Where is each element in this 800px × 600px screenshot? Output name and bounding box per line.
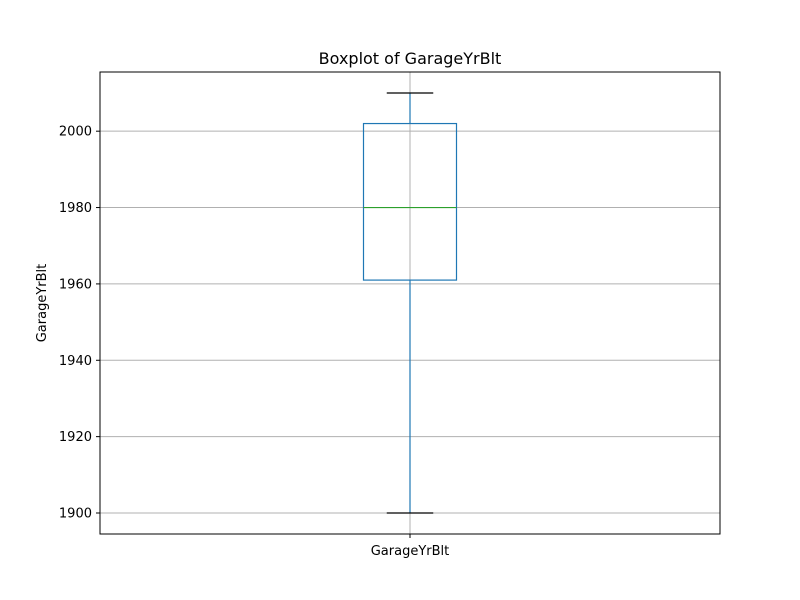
iqr-box [362,122,458,281]
y-tick-label: 1960 [59,277,92,292]
y-tick-label: 2000 [59,125,92,140]
y-axis-label: GarageYrBlt [35,264,50,343]
chart-title: Boxplot of GarageYrBlt [319,49,502,68]
y-tick-label: 1980 [59,201,92,216]
y-tick-label: 1940 [59,354,92,369]
box-layer [362,92,458,514]
x-tick-label: GarageYrBlt [371,544,450,559]
plot-frame [99,71,721,535]
tick-layer: 1900 1920 1940 1960 1980 2000 GarageYrBlt [59,125,449,559]
y-tick-label: 1900 [59,507,92,522]
y-tick-label: 1920 [59,430,92,445]
